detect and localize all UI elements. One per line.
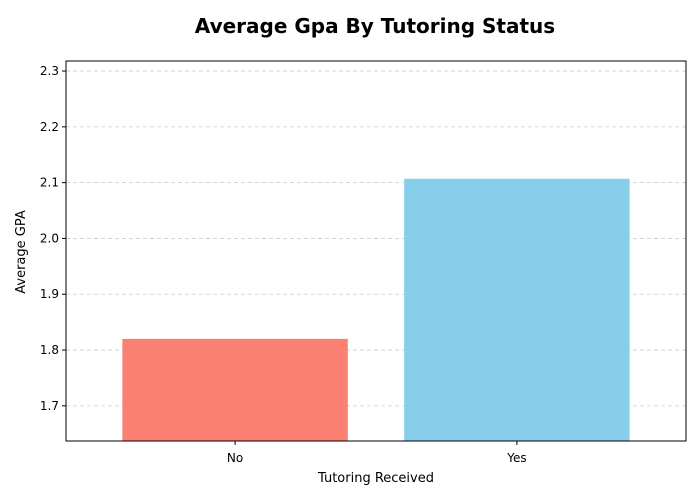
x-axis-label: Tutoring Received <box>317 471 434 486</box>
y-tick-label: 2.1 <box>40 176 59 190</box>
plot-frame <box>65 60 687 442</box>
x-tick-label: No <box>227 451 243 465</box>
bar-yes <box>404 178 630 441</box>
ticks: 1.7 1.8 1.9 2.0 2.1 2.2 2.3 No Yes <box>40 64 527 465</box>
y-tick-label: 1.7 <box>40 399 59 413</box>
chart-title: Average Gpa By Tutoring Status <box>195 14 555 38</box>
x-tick-label: Yes <box>506 451 526 465</box>
grid-lines <box>66 70 686 407</box>
bar-no <box>122 338 348 441</box>
bars <box>122 178 630 441</box>
y-tick-label: 2.3 <box>40 64 59 78</box>
y-tick-label: 2.0 <box>40 231 59 245</box>
y-tick-label: 1.8 <box>40 343 59 357</box>
y-tick-label: 2.2 <box>40 120 59 134</box>
y-tick-label: 1.9 <box>40 287 59 301</box>
y-axis-label: Average GPA <box>14 210 29 294</box>
